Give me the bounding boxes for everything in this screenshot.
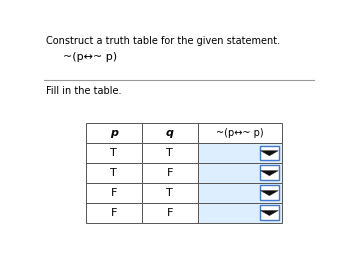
Text: T: T — [167, 188, 173, 198]
Bar — [198, 143, 282, 163]
Bar — [198, 123, 282, 143]
Bar — [142, 123, 198, 143]
Text: T: T — [111, 148, 117, 158]
Bar — [142, 143, 198, 163]
Text: F: F — [167, 168, 173, 178]
Text: p: p — [110, 128, 118, 138]
Bar — [142, 203, 198, 222]
Bar — [142, 163, 198, 183]
Bar — [86, 203, 142, 222]
Bar — [260, 146, 279, 160]
Text: q: q — [166, 128, 174, 138]
Polygon shape — [261, 191, 278, 196]
Bar — [260, 205, 279, 220]
Polygon shape — [261, 211, 278, 215]
Bar — [86, 163, 142, 183]
Text: Fill in the table.: Fill in the table. — [47, 86, 122, 96]
Bar — [86, 143, 142, 163]
Text: Construct a truth table for the given statement.: Construct a truth table for the given st… — [47, 36, 281, 46]
Bar — [86, 183, 142, 203]
Text: T: T — [167, 148, 173, 158]
Text: F: F — [111, 188, 117, 198]
Bar — [142, 183, 198, 203]
Text: ~(p↔~ p): ~(p↔~ p) — [63, 52, 117, 62]
Bar — [198, 163, 282, 183]
Bar — [260, 166, 279, 180]
Polygon shape — [261, 151, 278, 156]
Bar — [260, 185, 279, 200]
Bar — [198, 203, 282, 222]
Text: ~(p↔~ p): ~(p↔~ p) — [216, 128, 264, 138]
Text: T: T — [111, 168, 117, 178]
Text: F: F — [111, 207, 117, 218]
Polygon shape — [261, 171, 278, 176]
Bar — [86, 123, 142, 143]
Text: F: F — [167, 207, 173, 218]
Bar — [198, 183, 282, 203]
